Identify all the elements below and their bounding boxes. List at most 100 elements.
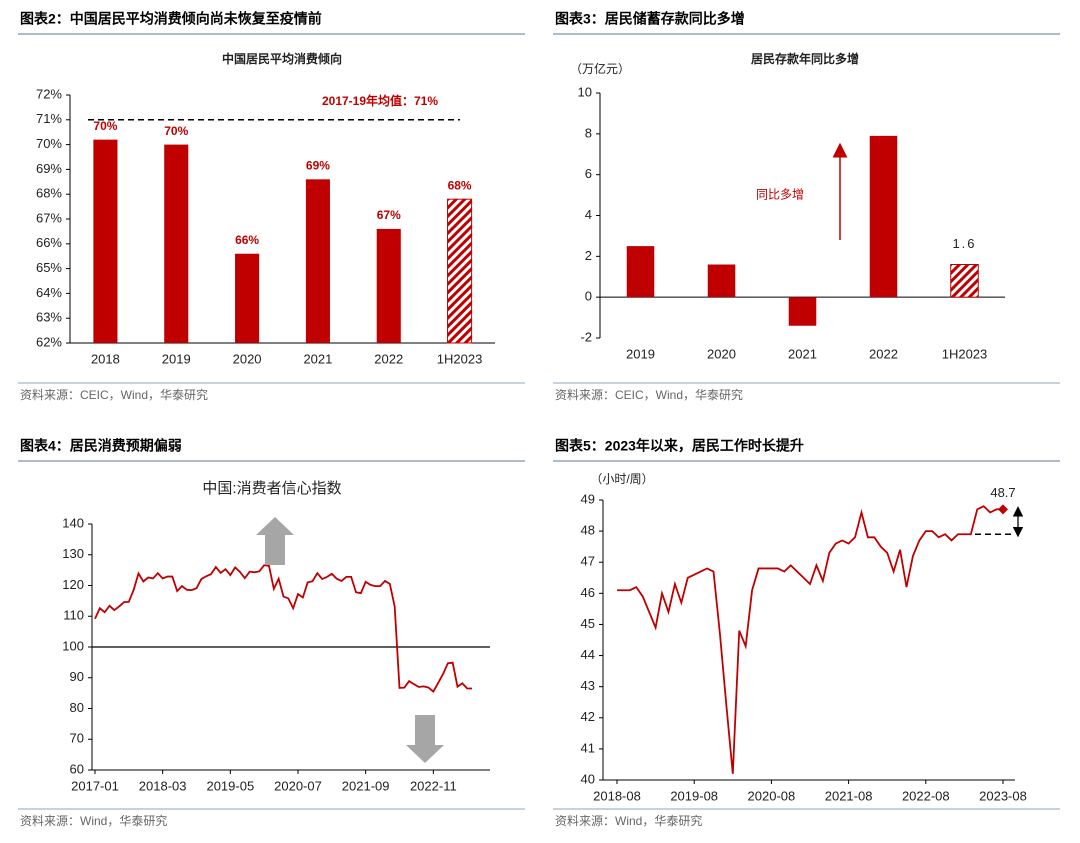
value-label: 68%: [448, 178, 472, 192]
y-tick-label: 130: [62, 546, 84, 561]
y-tick-label: 110: [63, 608, 84, 623]
x-tick-label: 2021: [788, 346, 817, 361]
annotation: 同比多增: [756, 187, 804, 201]
x-tick-label: 2021: [303, 351, 332, 366]
y-tick-label: 67%: [36, 210, 62, 225]
y-tick-label: 2: [585, 248, 592, 263]
y-tick-label: 62%: [36, 334, 62, 349]
value-label: 66%: [235, 233, 259, 247]
y-tick-label: 47: [581, 554, 595, 569]
x-tick-label: 2017-01: [71, 778, 119, 793]
y-tick-label: 120: [62, 577, 84, 592]
y-tick-label: 10: [578, 84, 592, 99]
source: 资料来源：CEIC，Wind，华泰研究: [555, 387, 743, 402]
bar: [788, 297, 817, 326]
series-line: [94, 564, 472, 693]
bar: [707, 264, 736, 298]
x-tick-label: 2022: [869, 346, 898, 361]
figure-title: 图表2：中国居民平均消费倾向尚未恢复至疫情前: [20, 11, 322, 27]
y-tick-label: 40: [581, 771, 595, 786]
y-tick-label: 41: [581, 740, 595, 755]
x-tick-label: 2022-11: [410, 778, 457, 793]
y-tick-label: 44: [581, 647, 595, 662]
y-tick-label: 46: [581, 585, 595, 600]
bar: [164, 144, 189, 343]
x-tick-label: 2018-08: [593, 788, 641, 803]
figure-title: 图表5：2023年以来，居民工作时长提升: [555, 438, 804, 454]
bar: [626, 246, 655, 298]
series-line: [617, 505, 1003, 774]
source: 资料来源：CEIC，Wind，华泰研究: [20, 387, 208, 402]
x-tick-label: 2023-08: [979, 788, 1027, 803]
bar: [950, 264, 979, 298]
chart-panel: 图表2：中国居民平均消费倾向尚未恢复至疫情前资料来源：CEIC，Wind，华泰研…: [18, 11, 525, 402]
x-tick-label: 2018-03: [139, 778, 187, 793]
y-tick-label: 70: [70, 731, 84, 746]
y-tick-label: 60: [70, 761, 84, 776]
x-tick-label: 2019-05: [206, 778, 254, 793]
y-tick-label: 80: [70, 700, 84, 715]
x-tick-label: 2021-08: [825, 788, 873, 803]
bar: [869, 135, 898, 298]
value-label: 69%: [306, 158, 330, 172]
y-tick-label: 71%: [36, 111, 62, 126]
bar: [235, 253, 260, 343]
y-tick-label: -2: [580, 329, 592, 344]
x-tick-label: 2019-08: [670, 788, 718, 803]
x-tick-label: 1H2023: [437, 351, 483, 366]
figure-title: 图表4：居民消费预期偏弱: [20, 438, 182, 454]
x-tick-label: 2019: [626, 346, 655, 361]
y-tick-label: 63%: [36, 310, 62, 325]
x-tick-label: 2019: [162, 351, 191, 366]
y-tick-label: 70%: [36, 136, 62, 151]
source: 资料来源：Wind，华泰研究: [555, 813, 702, 828]
end-marker: [998, 504, 1008, 515]
x-tick-label: 2020: [233, 351, 262, 366]
reference-label: 2017-19年均值：71%: [322, 93, 438, 108]
y-tick-label: 49: [581, 491, 595, 506]
x-tick-label: 2018: [91, 351, 120, 366]
y-tick-label: 65%: [36, 260, 62, 275]
bar: [376, 228, 401, 343]
x-tick-label: 2021-09: [342, 778, 390, 793]
y-tick-label: 66%: [36, 235, 62, 250]
source: 资料来源：Wind，华泰研究: [20, 813, 167, 828]
bar: [93, 139, 118, 343]
value-label: 1.6: [952, 236, 976, 251]
y-tick-label: 72%: [36, 86, 62, 101]
x-tick-label: 1H2023: [942, 346, 988, 361]
y-tick-label: 4: [585, 207, 592, 222]
y-tick-label: 90: [70, 669, 84, 684]
y-tick-label: 0: [585, 289, 592, 304]
value-label: 70%: [93, 119, 117, 133]
y-tick-label: 8: [585, 125, 592, 140]
value-label: 48.7: [990, 485, 1015, 500]
bar: [305, 179, 330, 343]
value-label: 67%: [377, 208, 401, 222]
decor-arrow-down: [406, 715, 444, 763]
y-tick-label: 68%: [36, 186, 62, 201]
figure-title: 图表3：居民储蓄存款同比多增: [555, 11, 745, 27]
bar: [447, 198, 473, 344]
y-tick-label: 100: [62, 638, 84, 653]
value-label: 70%: [164, 124, 188, 138]
x-tick-label: 2020: [707, 346, 736, 361]
chart-title: 中国居民平均消费倾向: [222, 51, 342, 66]
y-tick-label: 43: [581, 678, 595, 693]
chart-title: 中国:消费者信心指数: [202, 480, 341, 497]
y-tick-label: 42: [581, 709, 595, 724]
y-tick-label: 140: [62, 515, 84, 530]
y-axis-label: （万亿元）: [570, 61, 630, 76]
y-tick-label: 45: [581, 616, 595, 631]
y-tick-label: 64%: [36, 285, 62, 300]
y-axis-label: （小时/周）: [590, 472, 653, 486]
decor-arrow-up: [256, 517, 294, 565]
y-tick-label: 6: [585, 166, 592, 181]
y-tick-label: 69%: [36, 161, 62, 176]
x-tick-label: 2020-08: [748, 788, 796, 803]
x-tick-label: 2022-08: [902, 788, 950, 803]
